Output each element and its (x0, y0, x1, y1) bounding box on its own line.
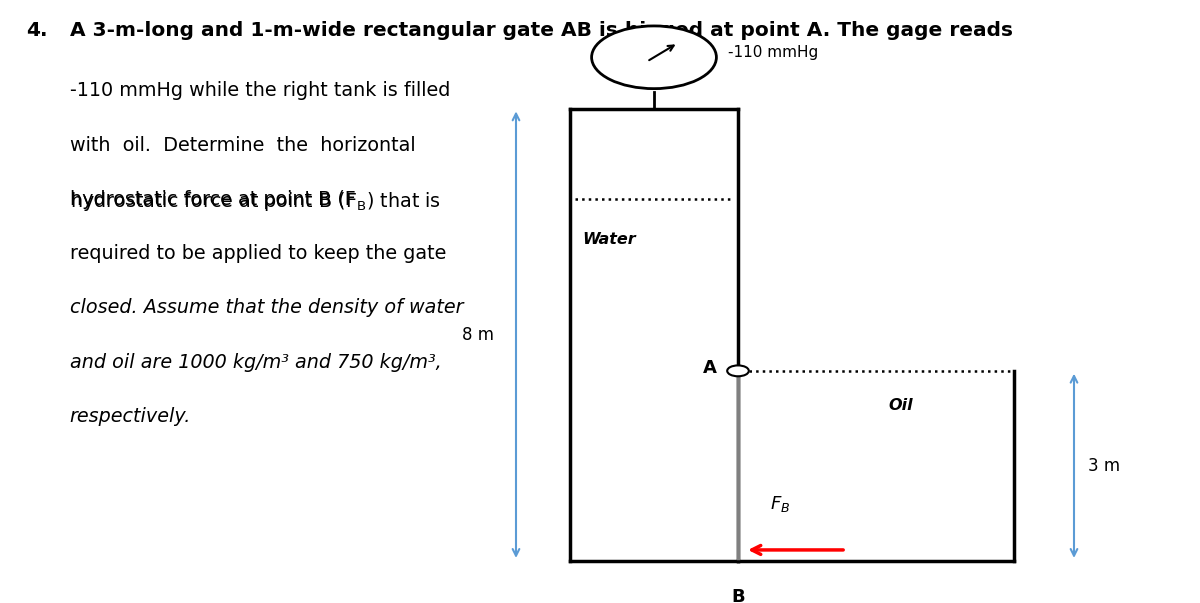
Circle shape (592, 26, 716, 89)
Text: $F_B$: $F_B$ (770, 494, 790, 514)
Circle shape (727, 365, 749, 376)
Text: -110 mmHg: -110 mmHg (728, 45, 818, 60)
Text: with  oil.  Determine  the  horizontal: with oil. Determine the horizontal (70, 136, 415, 155)
Text: 8 m: 8 m (462, 326, 494, 344)
Text: A: A (702, 359, 716, 377)
Text: and oil are 1000 kg/m³ and 750 kg/m³,: and oil are 1000 kg/m³ and 750 kg/m³, (70, 353, 442, 372)
Text: hydrostatic force at point B (F: hydrostatic force at point B (F (70, 190, 355, 209)
Text: A 3-m-long and 1-m-wide rectangular gate AB is hinged at point A. The gage reads: A 3-m-long and 1-m-wide rectangular gate… (70, 21, 1013, 40)
Text: -110 mmHg while the right tank is filled: -110 mmHg while the right tank is filled (70, 81, 450, 101)
Text: respectively.: respectively. (70, 407, 191, 426)
Text: required to be applied to keep the gate: required to be applied to keep the gate (70, 244, 446, 264)
Text: B: B (731, 588, 745, 603)
Text: Oil: Oil (888, 398, 913, 413)
Text: closed. Assume that the density of water: closed. Assume that the density of water (70, 298, 463, 318)
Text: hydrostatic force at point B (F$_\mathrm{B}$) that is: hydrostatic force at point B (F$_\mathrm… (70, 190, 440, 213)
Text: Water: Water (582, 232, 636, 247)
Text: 4.: 4. (26, 21, 48, 40)
Text: 3 m: 3 m (1088, 457, 1121, 475)
